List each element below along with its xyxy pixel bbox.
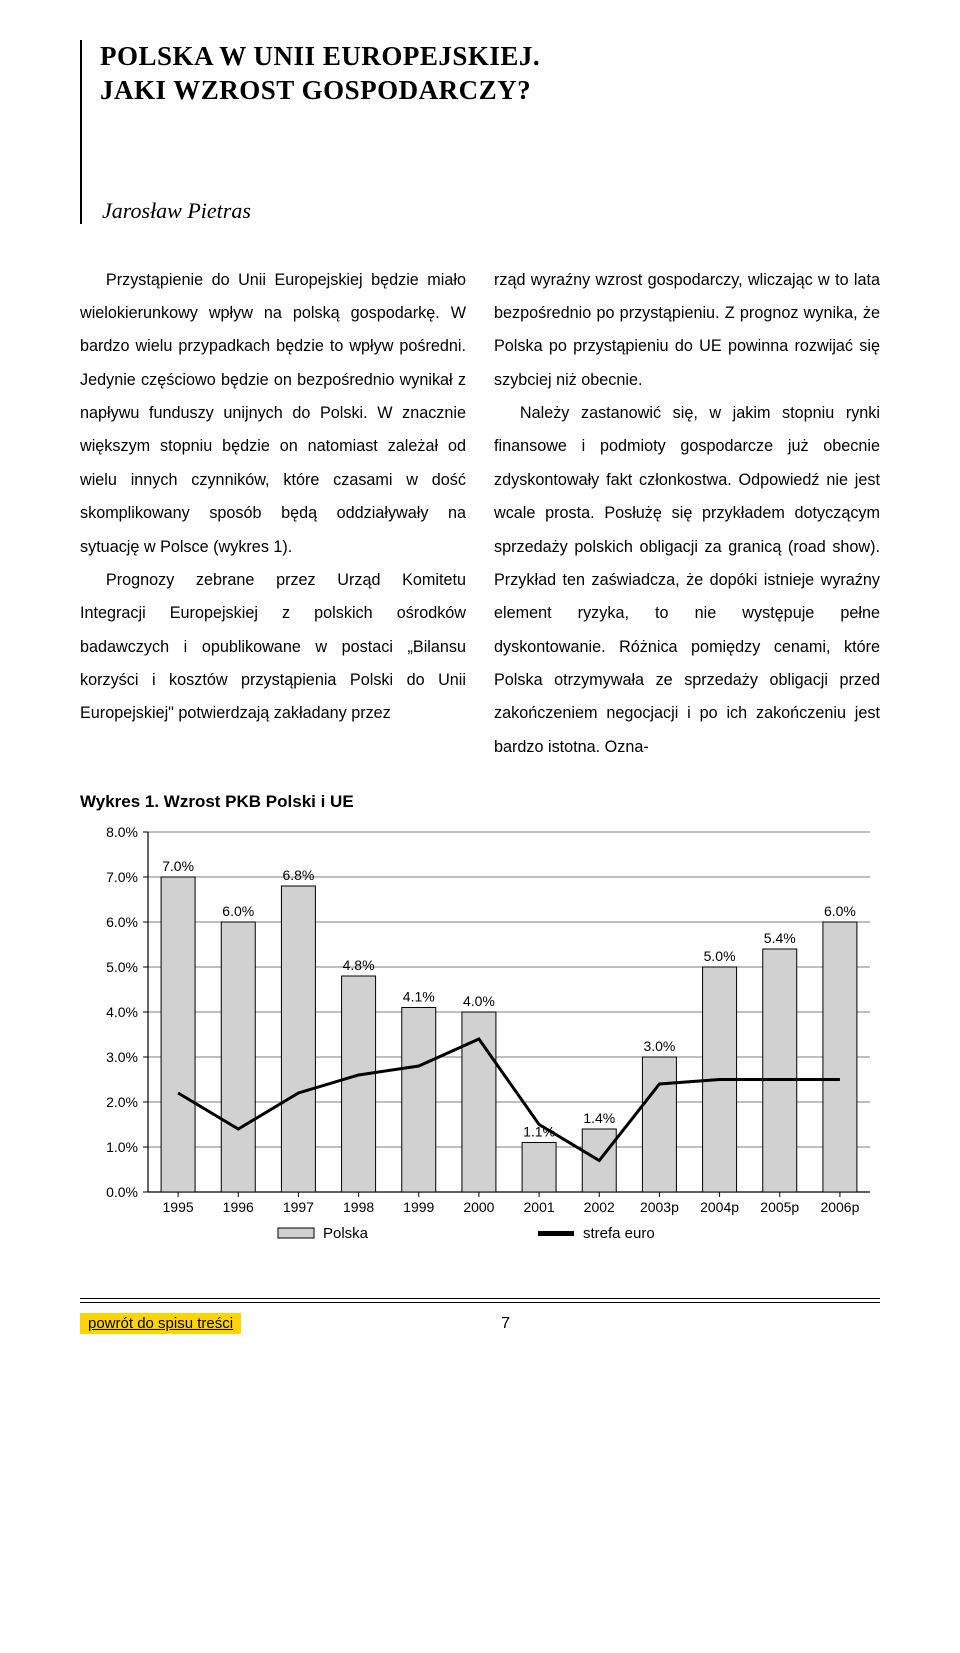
author-name: Jarosław Pietras — [100, 198, 540, 224]
svg-text:1997: 1997 — [283, 1199, 314, 1215]
title-block: POLSKA W UNII EUROPEJSKIEJ. JAKI WZROST … — [80, 40, 880, 224]
svg-text:4.1%: 4.1% — [403, 989, 435, 1005]
svg-text:1996: 1996 — [223, 1199, 254, 1215]
gdp-chart: 0.0% 1.0% 2.0% 3.0% 4.0% 5.0% 6.0% 7.0% 8.0% 7.0%… — [80, 822, 880, 1252]
back-to-toc-link[interactable]: powrót do spisu treści — [80, 1313, 241, 1334]
svg-text:strefa euro: strefa euro — [583, 1225, 655, 1242]
paragraph: rząd wyraźny wzrost gospodarczy, wliczaj… — [494, 264, 880, 398]
svg-text:2000: 2000 — [463, 1199, 494, 1215]
paragraph: Należy zastanowić się, w jakim stopniu r… — [494, 397, 880, 764]
svg-text:1999: 1999 — [403, 1199, 434, 1215]
chart-container: 0.0% 1.0% 2.0% 3.0% 4.0% 5.0% 6.0% 7.0% 8.0% 7.0%… — [80, 822, 880, 1252]
title-line-1: POLSKA W UNII EUROPEJSKIEJ. — [100, 40, 540, 74]
svg-text:6.0%: 6.0% — [106, 914, 138, 930]
title-line-2: JAKI WZROST GOSPODARCZY? — [100, 74, 540, 108]
chart-title: Wykres 1. Wzrost PKB Polski i UE — [80, 792, 880, 812]
left-column: Przystąpienie do Unii Europejskiej będzi… — [80, 264, 466, 765]
svg-text:1995: 1995 — [163, 1199, 194, 1215]
svg-text:5.4%: 5.4% — [764, 930, 796, 946]
footer-rule — [80, 1302, 880, 1303]
paragraph: Prognozy zebrane przez Urząd Komitetu In… — [80, 564, 466, 731]
svg-text:6.0%: 6.0% — [824, 903, 856, 919]
svg-text:2001: 2001 — [524, 1199, 555, 1215]
svg-text:1.4%: 1.4% — [583, 1110, 615, 1126]
svg-text:6.0%: 6.0% — [222, 903, 254, 919]
page-footer: powrót do spisu treści 7 — [0, 1298, 960, 1334]
svg-text:0.0%: 0.0% — [106, 1184, 138, 1200]
svg-text:2.0%: 2.0% — [106, 1094, 138, 1110]
title-vertical-rule — [80, 40, 82, 224]
svg-text:4.0%: 4.0% — [106, 1004, 138, 1020]
svg-text:2002: 2002 — [584, 1199, 615, 1215]
svg-text:6.8%: 6.8% — [282, 867, 314, 883]
svg-text:1.0%: 1.0% — [106, 1139, 138, 1155]
svg-text:3.0%: 3.0% — [643, 1038, 675, 1054]
svg-text:4.8%: 4.8% — [343, 957, 375, 973]
svg-text:2003p: 2003p — [640, 1199, 679, 1215]
svg-text:7.0%: 7.0% — [106, 869, 138, 885]
page-number: 7 — [501, 1315, 510, 1333]
svg-text:5.0%: 5.0% — [106, 959, 138, 975]
svg-text:3.0%: 3.0% — [106, 1049, 138, 1065]
svg-text:1998: 1998 — [343, 1199, 374, 1215]
paragraph: Przystąpienie do Unii Europejskiej będzi… — [80, 264, 466, 564]
footer-rule — [80, 1298, 880, 1299]
right-column: rząd wyraźny wzrost gospodarczy, wliczaj… — [494, 264, 880, 765]
svg-text:5.0%: 5.0% — [704, 948, 736, 964]
svg-text:2004p: 2004p — [700, 1199, 739, 1215]
svg-text:2005p: 2005p — [760, 1199, 799, 1215]
svg-text:2006p: 2006p — [820, 1199, 859, 1215]
svg-text:Polska: Polska — [323, 1225, 369, 1242]
svg-text:7.0%: 7.0% — [162, 858, 194, 874]
body-columns: Przystąpienie do Unii Europejskiej będzi… — [80, 264, 880, 765]
svg-text:4.0%: 4.0% — [463, 993, 495, 1009]
svg-text:8.0%: 8.0% — [106, 824, 138, 840]
